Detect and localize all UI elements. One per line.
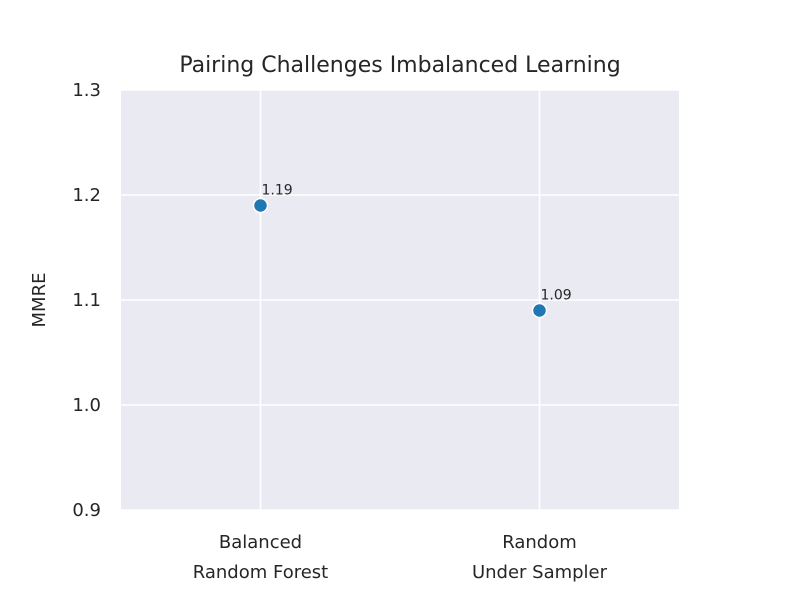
data-label: 1.09 xyxy=(541,288,572,304)
y-tick-label: 1.1 xyxy=(72,290,101,311)
data-point xyxy=(252,197,269,214)
x-tick-label: Random Under Sampler xyxy=(472,532,608,583)
y-axis-label: MMRE xyxy=(29,273,50,328)
chart-title: Pairing Challenges Imbalanced Learning xyxy=(179,53,620,78)
y-tick-label: 1.0 xyxy=(72,395,101,416)
y-tick-label: 1.2 xyxy=(72,185,101,206)
grid-lines xyxy=(121,89,679,511)
x-axis-ticks: Balanced Random Forest Random Under Sampler xyxy=(193,532,608,583)
y-axis-ticks: 0.9 1.0 1.1 1.2 1.3 xyxy=(72,80,101,521)
data-label: 1.19 xyxy=(262,183,293,199)
data-points: 1.19 1.09 xyxy=(252,183,572,319)
y-tick-label: 0.9 xyxy=(72,500,101,521)
x-tick-label: Balanced Random Forest xyxy=(193,532,328,583)
y-tick-label: 1.3 xyxy=(72,80,101,101)
data-point xyxy=(531,302,548,319)
